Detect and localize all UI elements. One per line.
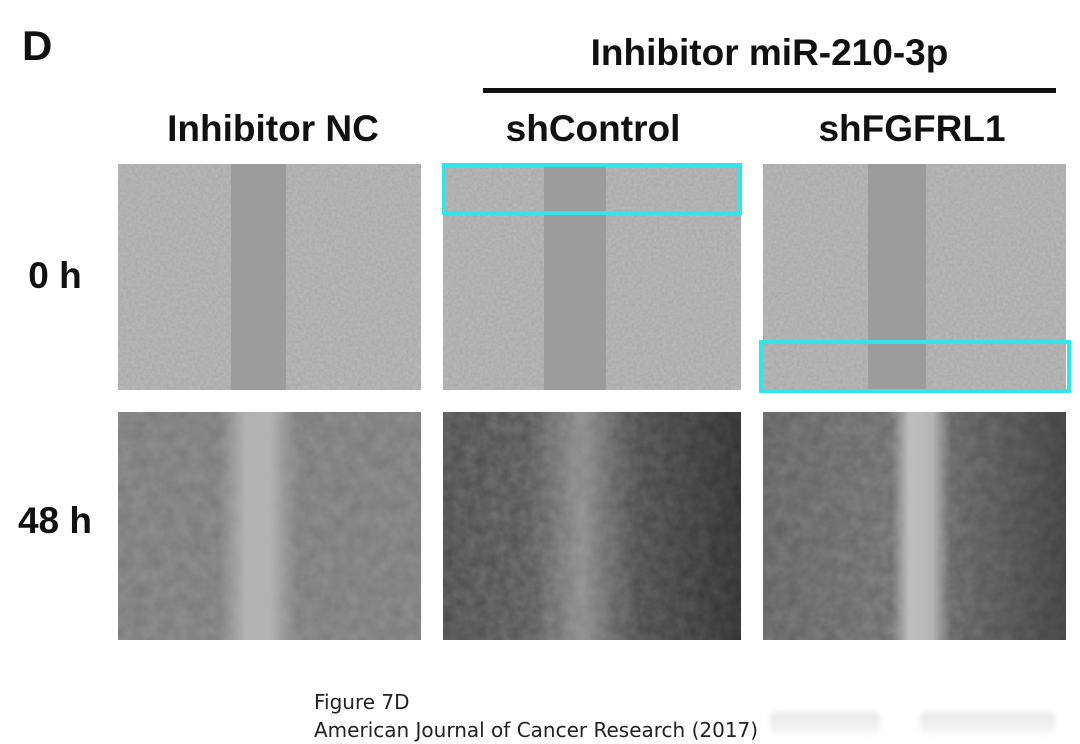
- group-title-rule: [483, 88, 1056, 93]
- group-title: Inhibitor miR-210-3p: [590, 32, 949, 73]
- column-header-shfgfrl1: shFGFRL1: [818, 108, 1006, 149]
- highlight-box-shcontrol: [442, 163, 742, 215]
- column-header-inhibitor-nc: Inhibitor NC: [167, 108, 379, 149]
- figure-caption: Figure 7D American Journal of Cancer Res…: [314, 688, 758, 744]
- column-header-shcontrol: shControl: [505, 108, 681, 149]
- micrograph-shfgfrl1-48h: [763, 412, 1066, 640]
- row-label-0h: 0 h: [28, 255, 82, 296]
- blurred-text-fragment: [920, 712, 1055, 734]
- highlight-box-shfgfrl1: [759, 340, 1071, 393]
- panel-letter: D: [22, 22, 53, 69]
- micrograph-inhibitor-nc-48h: [118, 412, 421, 640]
- micrograph-shcontrol-0h: [443, 164, 741, 390]
- micrograph-inhibitor-nc-0h: [118, 164, 421, 390]
- row-label-48h: 48 h: [17, 500, 93, 541]
- micrograph-shfgfrl1-0h: [763, 164, 1066, 390]
- caption-figure-number: Figure 7D: [314, 690, 410, 714]
- micrograph-shcontrol-48h: [443, 412, 741, 640]
- blurred-text-fragment: [770, 712, 880, 734]
- caption-journal: American Journal of Cancer Research (201…: [314, 718, 759, 742]
